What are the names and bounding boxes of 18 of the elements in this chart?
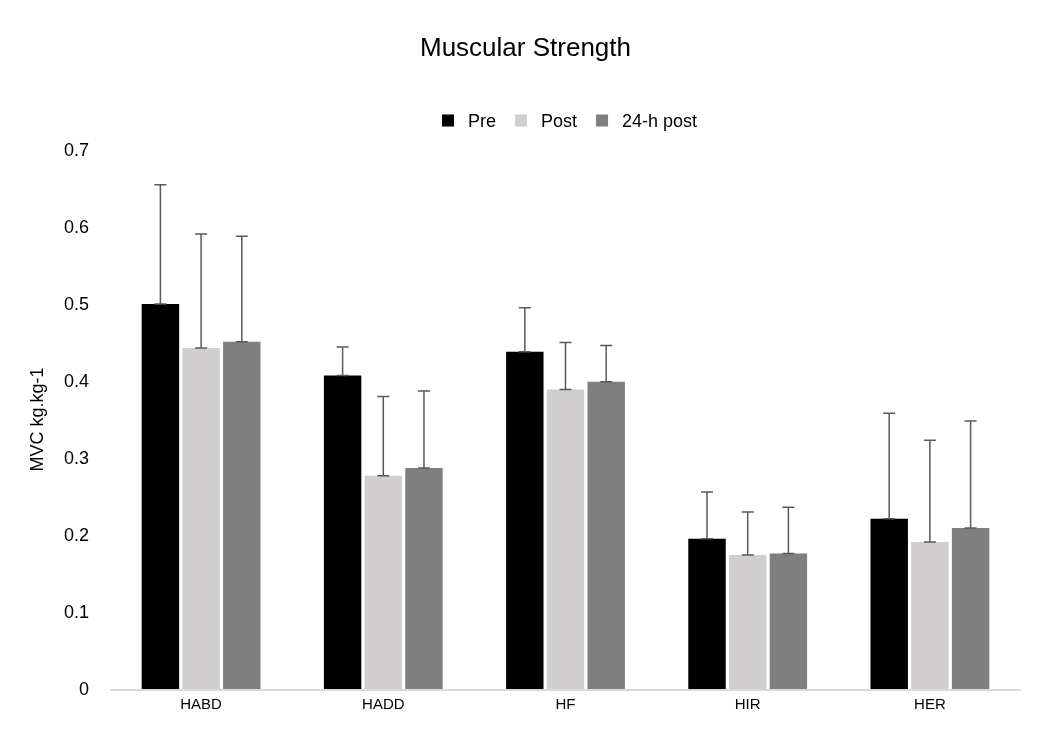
- x-tick-label: HF: [555, 694, 576, 712]
- legend-label: Post: [541, 111, 578, 132]
- y-tick-label: 0.2: [63, 525, 89, 546]
- x-tick-label: HABD: [180, 694, 223, 712]
- y-tick-label: 0.7: [63, 140, 89, 161]
- y-tick-label: 0.3: [63, 448, 89, 469]
- x-tick-label: HIR: [734, 694, 761, 712]
- legend-label: 24-h post: [622, 111, 698, 132]
- y-tick-label: 0.6: [63, 217, 89, 238]
- legend-label: Pre: [468, 111, 497, 132]
- y-tick-label: 0: [78, 679, 89, 700]
- chart-title: Muscular Strength: [420, 31, 631, 62]
- x-tick-label: HER: [914, 694, 946, 712]
- x-tick-label: HADD: [362, 694, 405, 712]
- y-tick-label: 0.5: [63, 294, 89, 315]
- y-axis-title: MVC kg.kg-1: [27, 367, 48, 472]
- y-tick-label: 0.1: [63, 602, 89, 623]
- y-tick-label: 0.4: [63, 371, 89, 392]
